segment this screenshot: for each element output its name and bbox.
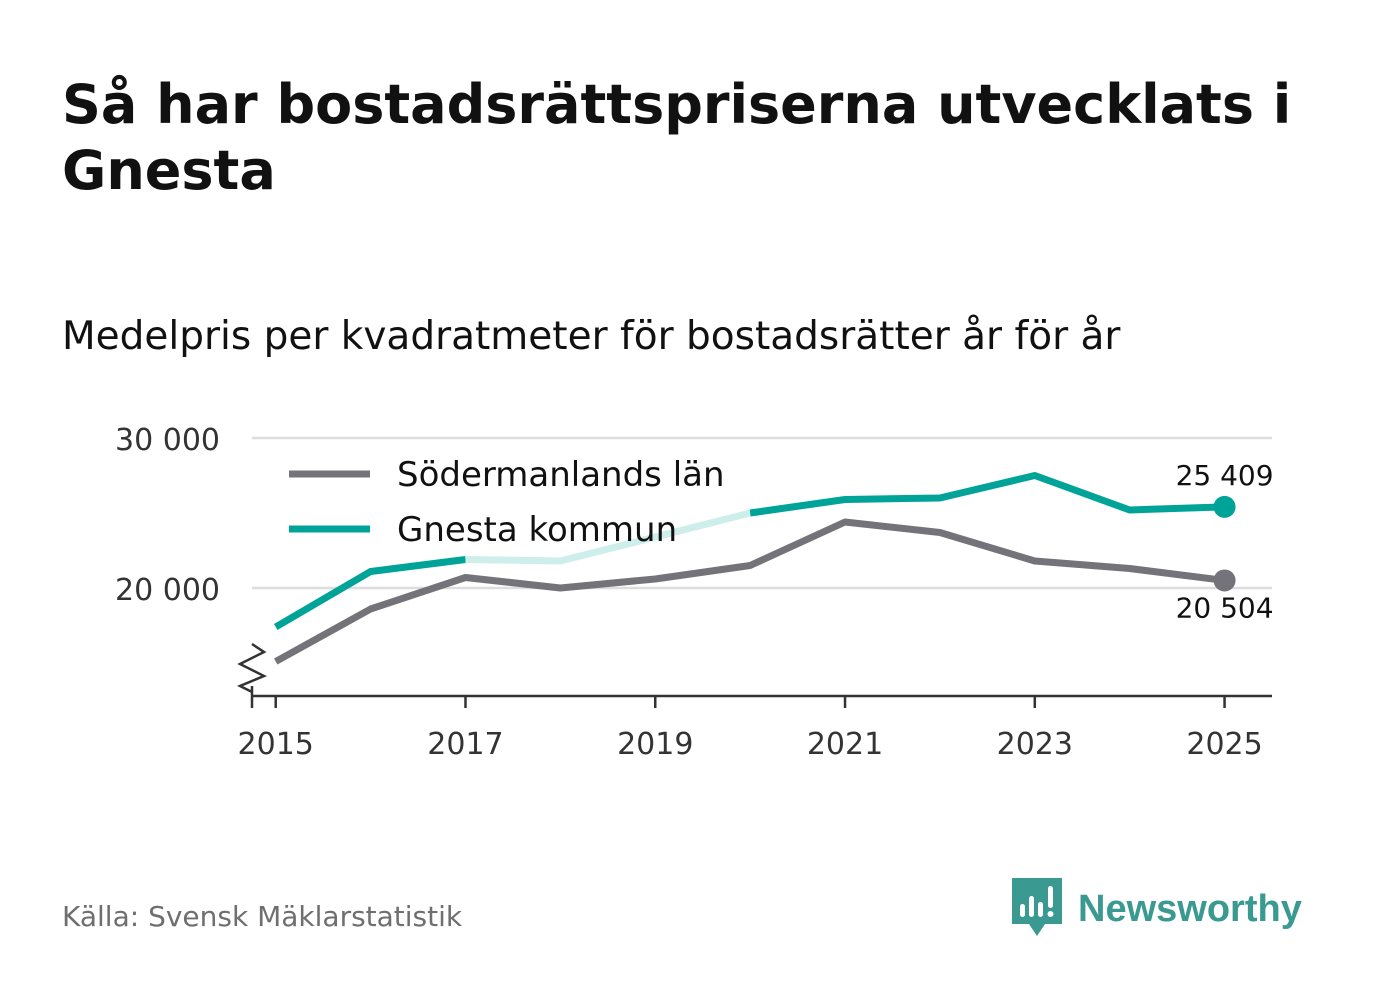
- y-tick-label-30000: 30 000: [115, 423, 220, 458]
- axes: 20 000 30 000 2015 2017 2019 2021 2023 2025: [115, 423, 1272, 762]
- brand-logo-block: Newsworthy: [1012, 878, 1302, 940]
- newsworthy-logo-icon: [1012, 878, 1062, 936]
- x-tick-label-2017: 2017: [427, 727, 503, 762]
- series-lines: [273, 472, 1236, 665]
- brand-name: Newsworthy: [1078, 887, 1302, 930]
- series-line-gnesta-end: [749, 472, 1225, 517]
- series-line-lan: [274, 518, 1225, 665]
- series-line-gnesta-start: [273, 556, 466, 631]
- x-tick-label-2025: 2025: [1186, 727, 1262, 762]
- chart-subtitle: Medelpris per kvadratmeter för bostadsrä…: [62, 314, 1121, 359]
- y-tick-label-20000: 20 000: [115, 573, 220, 608]
- legend-label-gnesta: Gnesta kommun: [397, 510, 677, 550]
- x-tick-label-2019: 2019: [617, 727, 693, 762]
- x-tick-label-2023: 2023: [997, 727, 1073, 762]
- end-label-lan: 20 504: [1176, 591, 1274, 624]
- series-line-gnesta-faded: [465, 509, 751, 565]
- data-labels: 20 504 25 409: [1176, 459, 1274, 625]
- source-note: Källa: Svensk Mäklarstatistik: [62, 900, 463, 933]
- chart-title: Så har bostadsrättspriserna utvecklats i…: [62, 73, 1292, 202]
- x-tick-label-2021: 2021: [807, 727, 883, 762]
- legend-label-lan: Södermanlands län: [397, 455, 725, 495]
- legend: Södermanlands län Gnesta kommun: [289, 455, 725, 550]
- axis-break-zigzag: [236, 642, 268, 694]
- series-endpoint-gnesta: [1213, 495, 1236, 518]
- gridlines: [252, 436, 1272, 590]
- end-label-gnesta: 25 409: [1176, 459, 1274, 492]
- series-endpoint-lan: [1213, 569, 1236, 592]
- x-tick-label-2015: 2015: [238, 727, 314, 762]
